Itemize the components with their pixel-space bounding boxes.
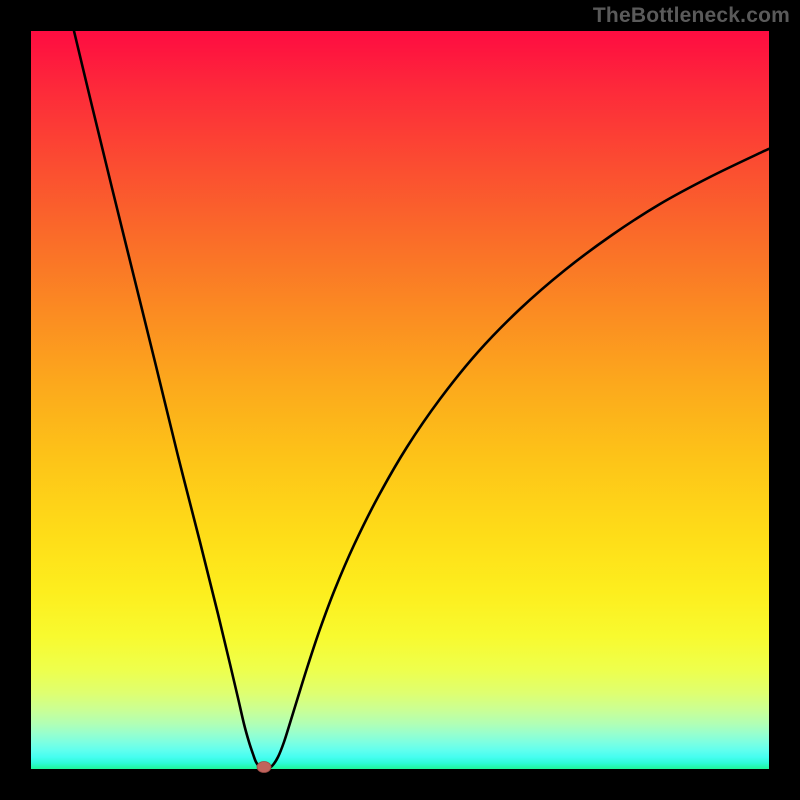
chart-gradient-bg — [31, 31, 769, 769]
chart-container: TheBottleneck.com — [0, 0, 800, 800]
optimal-point-marker — [257, 762, 271, 773]
watermark-text: TheBottleneck.com — [593, 4, 790, 28]
bottleneck-chart — [0, 0, 800, 800]
